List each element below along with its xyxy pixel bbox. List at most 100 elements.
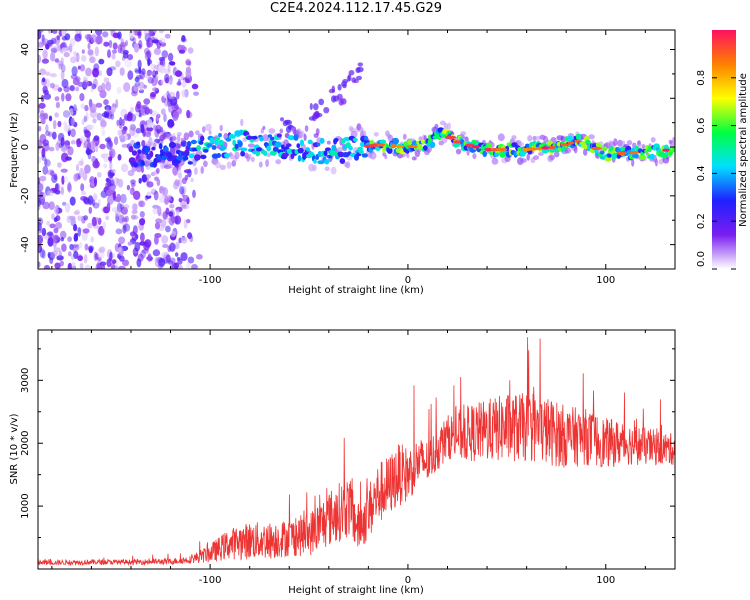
spectrum-noise-blob	[154, 233, 162, 238]
spectrum-ridge-blob	[151, 146, 156, 151]
spectrum-noise-blob	[123, 115, 130, 121]
spectrum-noise-blob	[48, 252, 56, 261]
spectrum-noise-blob	[59, 260, 64, 267]
spectrum-ridge-blob	[313, 158, 317, 164]
x-tick-label: -100	[199, 275, 222, 286]
spectrum-peak-blob	[484, 147, 493, 152]
spectrum-noise-blob	[81, 49, 85, 54]
spectrum-ridge-blob	[200, 135, 205, 142]
spectrum-noise-blob	[48, 201, 55, 211]
spectrum-noise-blob	[99, 143, 106, 150]
spectrum-noise-blob	[97, 262, 102, 269]
spectrum-ridge-blob	[161, 155, 168, 161]
y-tick-label: 1000	[20, 493, 31, 518]
snr-xlabel: Height of straight line (km)	[288, 585, 424, 596]
spectrum-noise-blob	[60, 186, 65, 195]
spectrum-noise-blob	[126, 54, 134, 61]
spectrum-noise-blob	[42, 49, 48, 60]
spectrum-peak-blob	[560, 143, 569, 147]
spectrum-noise-blob	[146, 141, 152, 147]
spectrum-ridge-blob	[194, 154, 201, 161]
spectrum-noise-blob	[165, 254, 171, 263]
spectrum-plume-blob	[347, 73, 352, 82]
spectrum-halo-blob	[511, 135, 517, 140]
spectrum-noise-blob	[72, 243, 79, 248]
spectrum-noise-blob	[81, 231, 88, 241]
spectrum-noise-blob	[60, 237, 64, 242]
x-tick-label: 100	[596, 575, 615, 586]
spectrum-noise-blob	[40, 118, 46, 125]
spectrum-noise-blob	[75, 52, 80, 63]
spectrum-noise-blob	[61, 201, 67, 206]
spectrum-halo-blob	[535, 135, 541, 141]
spectrum-noise-blob	[174, 216, 179, 225]
spectrum-peak-blob	[396, 144, 404, 148]
spectrum-noise-blob	[137, 80, 144, 91]
spectrum-noise-blob	[94, 46, 100, 57]
spectrum-noise-blob	[38, 183, 43, 193]
spectrum-noise-blob	[53, 227, 59, 234]
spectrum-ridge-blob	[331, 144, 337, 151]
spectrum-noise-blob	[73, 173, 79, 182]
spectrum-noise-blob	[144, 107, 151, 115]
spectrum-ridge-blob	[196, 145, 202, 151]
spectrum-noise-blob	[66, 215, 72, 224]
spectrum-noise-blob	[72, 265, 77, 269]
spectrum-halo-blob	[298, 130, 305, 137]
spectrum-noise-blob	[122, 52, 129, 59]
spectrum-halo-blob	[143, 156, 147, 162]
spectrum-noise-blob	[73, 233, 78, 242]
spectrum-plume-blob	[342, 79, 349, 84]
spectrum-noise-blob	[130, 182, 136, 187]
spectrum-noise-blob	[168, 91, 176, 100]
spectrum-noise-blob	[77, 215, 83, 221]
spectrum-ridge-blob	[266, 145, 272, 152]
spectrum-noise-blob	[165, 207, 170, 215]
spectrum-noise-blob	[118, 246, 122, 252]
x-tick-label: 100	[596, 275, 615, 286]
spectrum-ridge-blob	[494, 152, 500, 157]
spectrum-noise-blob	[63, 86, 70, 93]
y-tick-label: 0	[20, 144, 31, 150]
spectrum-noise-blob	[41, 58, 50, 64]
spectrum-noise-blob	[146, 50, 152, 59]
y-tick-label: -40	[20, 236, 31, 252]
spectrum-noise-blob	[186, 219, 191, 224]
spectrum-noise-blob	[153, 190, 159, 201]
spectrum-ridge-blob	[225, 137, 232, 142]
spectrum-peak-blob	[574, 139, 581, 143]
spectrum-noise-blob	[48, 30, 52, 34]
spectrum-plume-blob	[318, 98, 325, 106]
spectrum-halo-blob	[588, 134, 595, 140]
snr-ylabel: SNR (10 * v/v)	[9, 413, 20, 484]
spectrum-noise-blob	[118, 236, 126, 245]
spectrum-plume-blob	[336, 93, 343, 100]
spectrum-noise-blob	[38, 202, 41, 211]
spectrum-ridge-blob	[579, 141, 587, 145]
spectrum-noise-blob	[82, 142, 88, 149]
spectrum-ridge-blob	[482, 150, 488, 157]
spectrum-noise-blob	[91, 83, 97, 90]
spectrum-noise-blob	[52, 119, 57, 130]
spectrum-noise-blob	[124, 134, 128, 141]
spectrum-ridge-blob	[352, 137, 358, 142]
spectrum-noise-blob	[103, 99, 109, 106]
spectrum-noise-blob	[111, 253, 116, 258]
spectrum-noise-blob	[118, 265, 126, 269]
spectrum-noise-blob	[63, 124, 71, 132]
spectrum-noise-blob	[121, 118, 125, 127]
spectrum-noise-blob	[89, 103, 97, 113]
spectrum-halo-blob	[194, 167, 198, 175]
spectrum-noise-blob	[157, 205, 162, 216]
spectrum-noise-blob	[165, 225, 171, 233]
spectrum-noise-blob	[48, 115, 53, 122]
snr-series-line	[38, 337, 675, 567]
spectrum-halo-blob	[613, 138, 618, 147]
spectrum-ridge-blob	[287, 135, 295, 141]
spectrum-noise-blob	[94, 176, 97, 187]
spectrum-noise-blob	[169, 242, 176, 252]
spectrum-noise-blob	[56, 139, 61, 148]
spectrum-halo-blob	[262, 134, 269, 142]
spectrum-plume-blob	[338, 98, 344, 106]
